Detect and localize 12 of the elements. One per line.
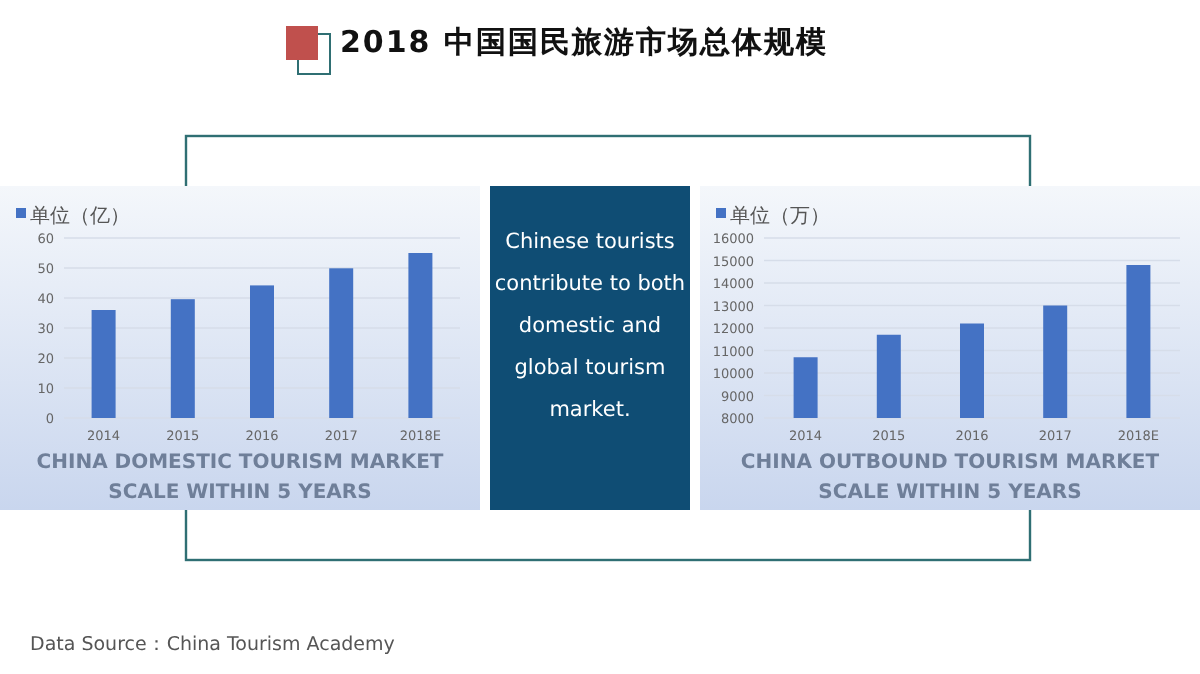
bar bbox=[250, 285, 274, 418]
source-note: Data Source：China Tourism Academy bbox=[30, 632, 395, 658]
text: CHINA OUTBOUND TOURISM MARKET SCALE WITHIN 5 YEARS bbox=[738, 450, 1162, 508]
text: Chinese tourists contribute to both domestic and global tourism market. bbox=[490, 186, 690, 510]
legend-label: 单位（万） bbox=[730, 204, 830, 228]
bar bbox=[408, 253, 433, 418]
text: 2018 中国国民旅游市场总体规模 bbox=[340, 24, 828, 62]
bar bbox=[329, 268, 354, 418]
legend-label: 单位（亿） bbox=[30, 204, 130, 228]
text: CHINA DOMESTIC TOURISM MARKET SCALE WITHIN 5 YEARS bbox=[34, 450, 446, 508]
bar bbox=[170, 299, 195, 418]
bar bbox=[91, 310, 116, 418]
